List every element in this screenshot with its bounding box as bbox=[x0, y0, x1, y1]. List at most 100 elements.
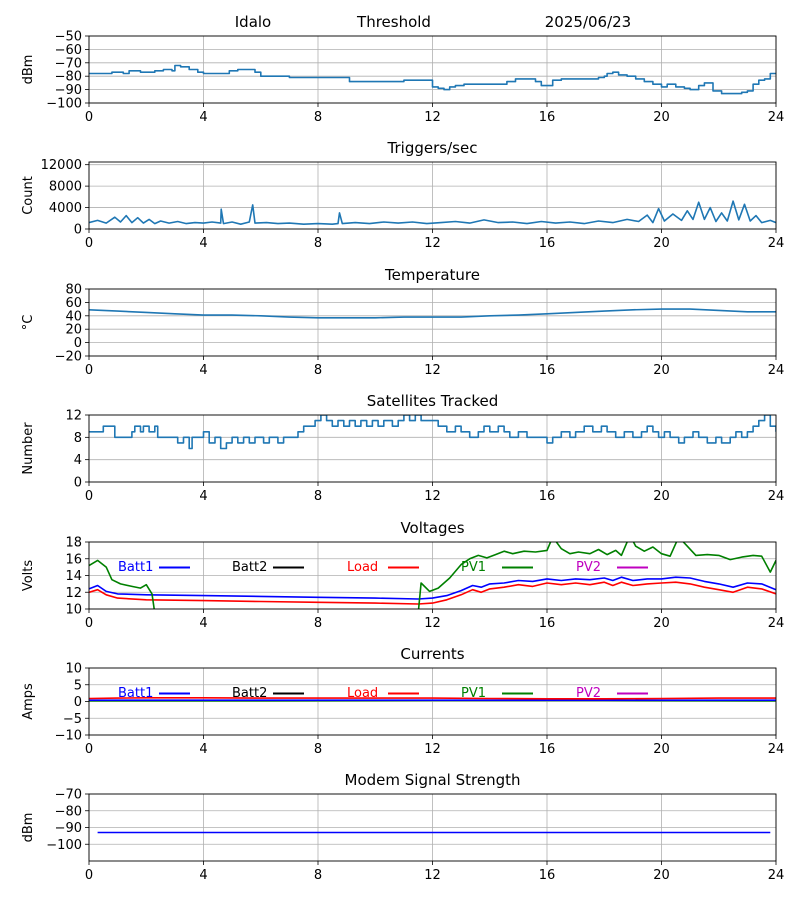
triggers-panel: 0 4 8 12 16 20 24 0 4000 8000 12000 Triggers/sec Cou… bbox=[21, 139, 784, 251]
threshold-xtick-label: 24 bbox=[768, 110, 785, 125]
currents-legend-label-batt1: Batt1 bbox=[118, 686, 153, 701]
modem-xtick-label: 16 bbox=[539, 868, 556, 883]
triggers-ytick-label: 12000 bbox=[41, 158, 82, 173]
modem-ytick-label: −100 bbox=[46, 838, 82, 853]
currents-ylabel: Amps bbox=[21, 683, 36, 720]
currents-title: Currents bbox=[400, 645, 464, 663]
satellites-xtick-label: 24 bbox=[768, 489, 785, 504]
modem-title: Modem Signal Strength bbox=[345, 771, 521, 789]
temperature-ytick-label: 20 bbox=[65, 323, 82, 338]
threshold-xtick-label: 4 bbox=[199, 110, 207, 125]
currents-xtick-label: 4 bbox=[199, 742, 207, 757]
voltages-xtick-label: 20 bbox=[653, 616, 670, 631]
triggers-xtick-label: 0 bbox=[85, 236, 93, 251]
threshold-ytick-label: −100 bbox=[46, 97, 82, 112]
currents-xtick-label: 8 bbox=[314, 742, 322, 757]
modem-ytick-label: −80 bbox=[55, 804, 82, 819]
voltages-series-pv1 bbox=[417, 542, 776, 609]
triggers-xtick-label: 8 bbox=[314, 236, 322, 251]
temperature-title: Temperature bbox=[384, 266, 480, 284]
voltages-series bbox=[89, 542, 776, 609]
currents-ytick-label: 5 bbox=[74, 678, 82, 693]
voltages-ytick-label: 16 bbox=[65, 552, 82, 567]
temperature-ylabel: °C bbox=[21, 315, 36, 331]
voltages-title: Voltages bbox=[400, 519, 464, 537]
threshold-ylabel: dBm bbox=[21, 55, 36, 85]
threshold-frame bbox=[88, 35, 777, 104]
threshold-series-line bbox=[89, 64, 776, 95]
modem-frame bbox=[88, 793, 777, 862]
temperature-xtick-label: 8 bbox=[314, 363, 322, 378]
voltages-xtick-label: 0 bbox=[85, 616, 93, 631]
threshold-xtick-label: 12 bbox=[424, 110, 441, 125]
threshold-xtick-label: 20 bbox=[653, 110, 670, 125]
triggers-grid bbox=[88, 162, 777, 230]
voltages-xtick-label: 4 bbox=[199, 616, 207, 631]
threshold-ytick-label: −70 bbox=[55, 56, 82, 71]
voltages-ytick-label: 18 bbox=[65, 536, 82, 551]
triggers-ytick-label: 4000 bbox=[49, 201, 82, 216]
voltages-frame bbox=[88, 541, 777, 610]
voltages-legend-label-batt1: Batt1 bbox=[118, 560, 153, 575]
voltages-xtick-label: 12 bbox=[424, 616, 441, 631]
threshold-xtick-label: 0 bbox=[85, 110, 93, 125]
triggers-title: Triggers/sec bbox=[387, 139, 478, 157]
modem-ytick-label: −70 bbox=[55, 788, 82, 803]
voltages-ytick-label: 12 bbox=[65, 586, 82, 601]
modem-ylabel: dBm bbox=[21, 813, 36, 843]
modem-panel: 0 4 8 12 16 20 24 −100 −90 −80−70 Modem Signal Str… bbox=[21, 771, 784, 883]
triggers-xtick-label: 24 bbox=[768, 236, 785, 251]
satellites-ytick-label: 8 bbox=[74, 431, 82, 446]
threshold-ytick-label: −50 bbox=[55, 30, 82, 45]
currents-xtick-label: 16 bbox=[539, 742, 556, 757]
voltages-legend-label-batt2: Batt2 bbox=[232, 560, 267, 575]
satellites-xtick-label: 4 bbox=[199, 489, 207, 504]
currents-frame bbox=[88, 667, 777, 736]
currents-xtick-label: 0 bbox=[85, 742, 93, 757]
temperature-xtick-label: 16 bbox=[539, 363, 556, 378]
satellites-xtick-label: 12 bbox=[424, 489, 441, 504]
modem-xtick-label: 12 bbox=[424, 868, 441, 883]
voltages-xtick-label: 8 bbox=[314, 616, 322, 631]
currents-legend-label-load: Load bbox=[347, 686, 378, 701]
satellites-xtick-label: 0 bbox=[85, 489, 93, 504]
currents-ytick-label: 0 bbox=[74, 695, 82, 710]
threshold-xtick-label: 8 bbox=[314, 110, 322, 125]
threshold-series bbox=[89, 64, 776, 95]
triggers-xtick-label: 20 bbox=[653, 236, 670, 251]
satellites-panel: 0 4 8 12 16 20 24 0 4 8 12 Satellites Tracked Number bbox=[21, 392, 784, 504]
modem-xtick-label: 24 bbox=[768, 868, 785, 883]
threshold-xtick-label: 16 bbox=[539, 110, 556, 125]
header-station: Idalo bbox=[235, 13, 271, 31]
currents-ytick-label: −5 bbox=[63, 712, 82, 727]
modem-xtick-label: 8 bbox=[314, 868, 322, 883]
currents-legend: Batt1 Batt2 Load PV1 PV2 bbox=[118, 686, 648, 701]
temperature-ytick-label: −20 bbox=[55, 350, 82, 365]
voltages-xtick-label: 24 bbox=[768, 616, 785, 631]
triggers-series-line bbox=[89, 200, 776, 225]
currents-ytick-label: 10 bbox=[65, 662, 82, 677]
temperature-ytick-label: 40 bbox=[65, 309, 82, 324]
voltages-series-batt1 bbox=[89, 576, 776, 600]
currents-ytick-label: −10 bbox=[55, 729, 82, 744]
modem-xtick-label: 0 bbox=[85, 868, 93, 883]
threshold-panel: 0 4 8 12 16 20 24 −100−90−80−70−60−50 dBm bbox=[21, 30, 784, 126]
satellites-ytick-label: 12 bbox=[65, 409, 82, 424]
voltages-series-pv1 bbox=[89, 559, 155, 609]
currents-series-load bbox=[89, 697, 776, 700]
modem-xtick-label: 4 bbox=[199, 868, 207, 883]
header-subtitle: Threshold bbox=[356, 13, 431, 31]
temperature-xtick-label: 0 bbox=[85, 363, 93, 378]
satellites-title: Satellites Tracked bbox=[367, 392, 498, 410]
header-date: 2025/06/23 bbox=[545, 13, 631, 31]
satellites-series bbox=[89, 415, 776, 450]
triggers-ylabel: Count bbox=[21, 176, 36, 215]
temperature-series bbox=[89, 308, 776, 319]
temperature-ytick-label: 0 bbox=[74, 336, 82, 351]
temperature-frame bbox=[88, 288, 777, 357]
satellites-ytick-label: 4 bbox=[74, 453, 82, 468]
currents-xtick-label: 20 bbox=[653, 742, 670, 757]
